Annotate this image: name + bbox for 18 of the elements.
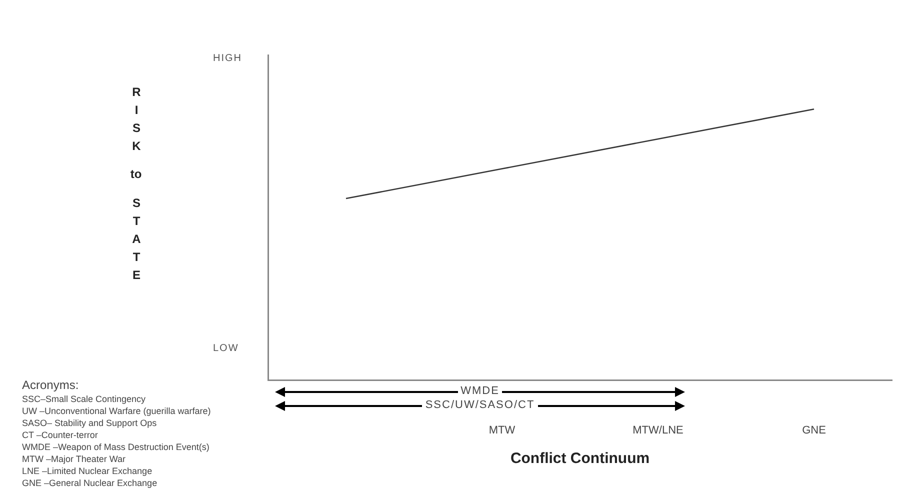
- text: MTW –Major Theater War: [22, 453, 127, 465]
- x-tick-label: MTW: [488, 424, 516, 437]
- text: CT –Counter-terror: [22, 429, 99, 441]
- text: RISK to STATE: [130, 85, 144, 286]
- text: SSC/UW/SASO/CT: [422, 399, 538, 411]
- text: WMDE –Weapon of Mass Destruction Event(s): [22, 441, 210, 453]
- text: HIGH: [213, 53, 242, 64]
- x-tick-label: GNE: [802, 424, 826, 437]
- text: SASO– Stability and Support Ops: [22, 417, 158, 429]
- text: GNE –General Nuclear Exchange: [22, 477, 158, 489]
- x-axis-title: Conflict Continuum: [510, 450, 650, 468]
- text: WMDE: [458, 385, 502, 397]
- text: LNE –Limited Nuclear Exchange: [22, 465, 154, 477]
- text: SSC–Small Scale Contingency: [22, 393, 147, 405]
- text: LOW: [213, 343, 239, 354]
- x-tick-label: MTW/LNE: [632, 424, 684, 437]
- text: UW –Unconventional Warfare (guerilla warfare): [22, 405, 211, 417]
- text: Acronyms:: [22, 378, 80, 393]
